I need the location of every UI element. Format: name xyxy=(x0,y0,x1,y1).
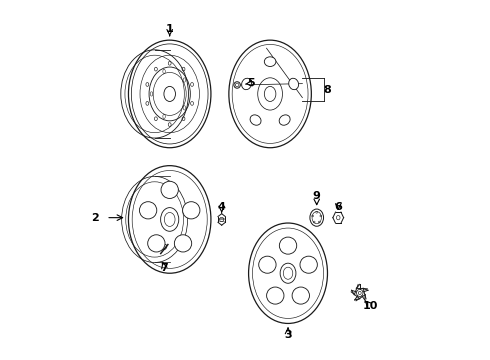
Text: 9: 9 xyxy=(313,191,320,201)
Text: 5: 5 xyxy=(247,78,255,88)
Ellipse shape xyxy=(300,256,318,273)
Text: 1: 1 xyxy=(166,24,173,35)
Ellipse shape xyxy=(279,115,290,125)
Text: 10: 10 xyxy=(363,301,378,311)
Ellipse shape xyxy=(147,235,165,252)
Text: 8: 8 xyxy=(323,85,331,95)
Ellipse shape xyxy=(292,287,310,304)
Ellipse shape xyxy=(250,115,261,125)
Text: 4: 4 xyxy=(218,202,225,212)
Text: 2: 2 xyxy=(91,213,99,222)
Text: 6: 6 xyxy=(334,202,342,212)
Ellipse shape xyxy=(174,235,192,252)
Ellipse shape xyxy=(259,256,276,273)
Text: 7: 7 xyxy=(160,263,168,273)
Ellipse shape xyxy=(267,287,284,304)
Ellipse shape xyxy=(161,181,178,198)
Ellipse shape xyxy=(289,78,298,90)
Ellipse shape xyxy=(140,202,157,219)
Ellipse shape xyxy=(242,78,251,90)
Ellipse shape xyxy=(279,237,297,254)
Ellipse shape xyxy=(264,57,276,67)
Text: 3: 3 xyxy=(284,330,292,340)
Ellipse shape xyxy=(183,202,200,219)
